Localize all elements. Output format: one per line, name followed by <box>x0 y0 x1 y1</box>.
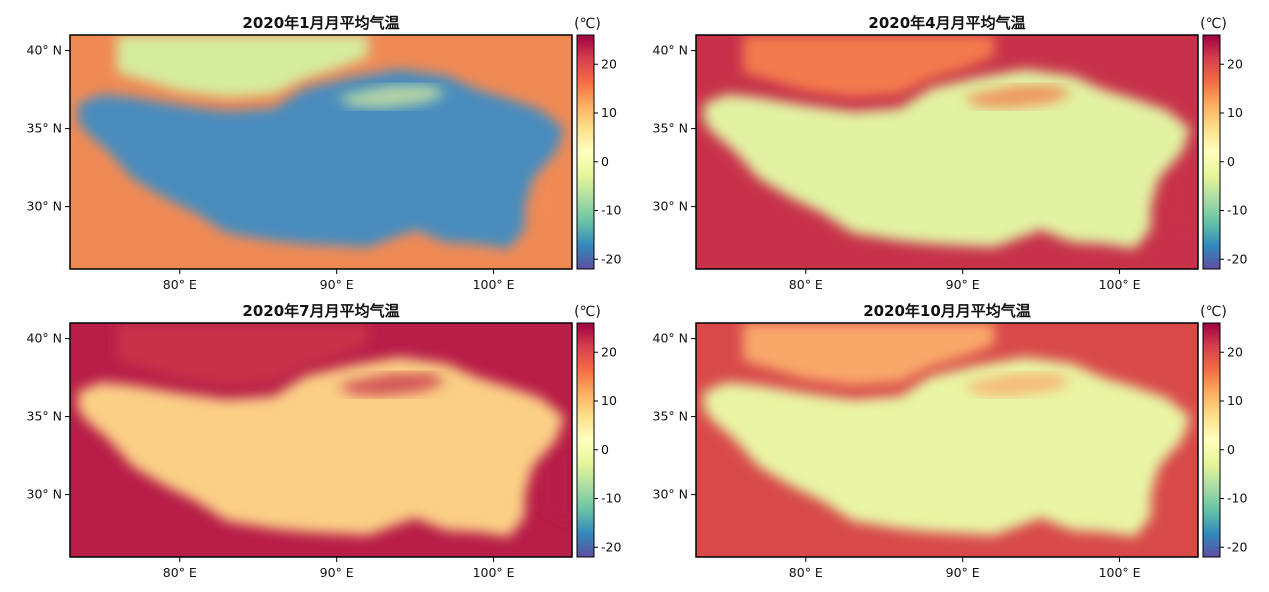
tarim-basin-region <box>743 323 995 386</box>
map-frame <box>695 322 1199 558</box>
colorbar-tick-label: -10 <box>601 203 621 218</box>
lat-tick-label: 30° N <box>653 199 688 214</box>
lon-tick-label: 80° E <box>789 277 823 292</box>
colorbar <box>1202 322 1221 558</box>
lat-tick-label: 30° N <box>27 199 62 214</box>
tarim-basin-region <box>743 35 995 98</box>
map-panel-january: 2020年1月月平均气温 40° N 35° N 30° N 80° E 90° E 100… <box>0 6 634 302</box>
plateau-region <box>77 357 565 537</box>
panel-title: 2020年1月月平均气温 <box>242 14 399 32</box>
qaidam-basin-region <box>962 372 1073 397</box>
panel-title: 2020年4月月平均气温 <box>868 14 1025 32</box>
qaidam-basin-region <box>336 372 447 397</box>
plateau-region <box>703 69 1191 249</box>
colorbar-tick-label: -20 <box>601 539 621 554</box>
lon-tick-label: 80° E <box>163 277 197 292</box>
lat-tick-label: 40° N <box>27 331 62 346</box>
lat-tick-label: 35° N <box>27 409 62 424</box>
tarim-basin-region <box>117 323 369 386</box>
lon-tick-label: 90° E <box>946 277 980 292</box>
colorbar-tick-label: -20 <box>1227 539 1247 554</box>
lat-tick-label: 35° N <box>653 121 688 136</box>
lat-tick-label: 30° N <box>27 487 62 502</box>
plateau-region <box>77 69 565 249</box>
qaidam-basin-region <box>336 84 447 109</box>
lon-tick-label: 100° E <box>1099 565 1141 580</box>
map-svg-october: 2020年10月月平均气温 40° N 35° N 30° N 80° E 90° E 10… <box>653 302 1248 580</box>
lat-tick-label: 30° N <box>653 487 688 502</box>
colorbar-tick-label: 10 <box>1227 393 1243 408</box>
lon-tick-label: 90° E <box>946 565 980 580</box>
colorbar-tick-label: 0 <box>1227 154 1235 169</box>
map-panel-october: 2020年10月月平均气温 40° N 35° N 30° N 80° E 90° E 10… <box>626 294 1260 590</box>
colorbar-tick-label: 20 <box>601 344 617 359</box>
lon-tick-label: 100° E <box>473 277 515 292</box>
colorbar-unit-label: (℃) <box>574 304 601 320</box>
map-frame <box>695 34 1199 270</box>
map-panel-july: 2020年7月月平均气温 40° N 35° N 30° N 80° E 90° E 100… <box>0 294 634 590</box>
colorbar-tick-label: -10 <box>601 491 621 506</box>
colorbar-tick-label: 20 <box>601 56 617 71</box>
panel-title: 2020年10月月平均气温 <box>863 302 1031 320</box>
sichuan-basin-region <box>540 447 572 526</box>
colorbar-unit-label: (℃) <box>574 16 601 32</box>
colorbar <box>1202 34 1221 270</box>
tarim-basin-region <box>117 35 369 98</box>
colorbar-tick-label: 20 <box>1227 344 1243 359</box>
lon-tick-label: 80° E <box>789 565 823 580</box>
lon-tick-label: 80° E <box>163 565 197 580</box>
colorbar-tick-label: 0 <box>1227 442 1235 457</box>
colorbar <box>576 34 595 270</box>
lat-tick-label: 35° N <box>27 121 62 136</box>
lon-tick-label: 100° E <box>473 565 515 580</box>
colorbar-tick-label: -10 <box>1227 491 1247 506</box>
colorbar-tick-label: -10 <box>1227 203 1247 218</box>
lon-tick-label: 90° E <box>320 565 354 580</box>
qaidam-basin-region <box>962 84 1073 109</box>
colorbar-unit-label: (℃) <box>1200 16 1227 32</box>
colorbar-tick-label: -20 <box>1227 251 1247 266</box>
colorbar-tick-label: 0 <box>601 154 609 169</box>
lon-tick-label: 100° E <box>1099 277 1141 292</box>
sichuan-basin-region <box>1166 159 1198 238</box>
colorbar-tick-label: 10 <box>601 393 617 408</box>
colorbar-tick-label: -20 <box>601 251 621 266</box>
map-panel-april: 2020年4月月平均气温 40° N 35° N 30° N 80° E 90° E 100… <box>626 6 1260 302</box>
colorbar-unit-label: (℃) <box>1200 304 1227 320</box>
lat-tick-label: 40° N <box>653 43 688 58</box>
colorbar-tick-label: 20 <box>1227 56 1243 71</box>
colorbar-tick-label: 10 <box>1227 105 1243 120</box>
lat-tick-label: 40° N <box>27 43 62 58</box>
temperature-raster <box>696 323 1198 557</box>
sichuan-basin-region <box>540 159 572 238</box>
map-frame <box>69 34 573 270</box>
colorbar-tick-label: 10 <box>601 105 617 120</box>
temperature-raster <box>70 323 572 557</box>
sichuan-basin-region <box>1166 447 1198 526</box>
lat-tick-label: 35° N <box>653 409 688 424</box>
lat-tick-label: 40° N <box>653 331 688 346</box>
lon-tick-label: 90° E <box>320 277 354 292</box>
colorbar-tick-label: 0 <box>601 442 609 457</box>
map-frame <box>69 322 573 558</box>
temperature-raster <box>696 35 1198 269</box>
colorbar <box>576 322 595 558</box>
temperature-raster <box>70 35 572 269</box>
panel-title: 2020年7月月平均气温 <box>242 302 399 320</box>
plateau-region <box>703 357 1191 537</box>
